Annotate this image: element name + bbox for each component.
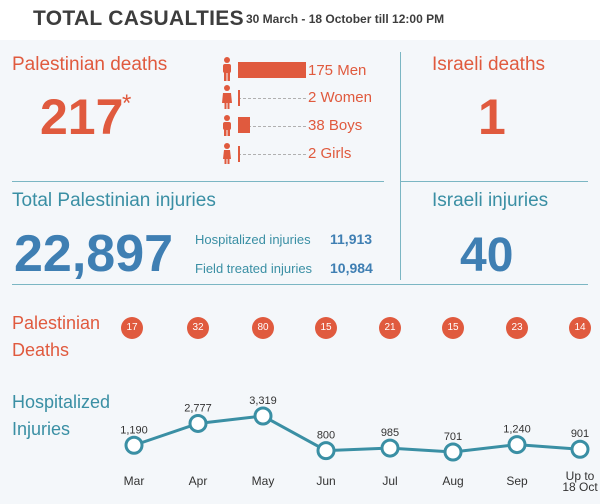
death-count-circle: 17 [121, 317, 143, 339]
women-bar [238, 90, 240, 106]
data-point [443, 442, 463, 462]
horizontal-divider [400, 181, 588, 182]
israeli-injuries-value: 40 [460, 229, 514, 282]
death-count-circle: 15 [442, 317, 464, 339]
injuries-row-label-line1: Hospitalized [12, 392, 111, 412]
asterisk: * [122, 90, 132, 117]
death-count-circle: 80 [252, 317, 274, 339]
israeli-deaths-value: 1 [478, 89, 506, 145]
data-label: 985 [381, 427, 399, 439]
boys-label: 38 Boys [308, 117, 363, 134]
men-bar [238, 62, 306, 78]
injuries-row-label: Hospitalized Injuries [12, 389, 110, 443]
palestinian-injuries-label: Total Palestinian injuries [12, 190, 216, 211]
data-label: 1,190 [120, 424, 148, 436]
page-title: TOTAL CASUALTIES [33, 7, 244, 30]
woman-icon [220, 85, 234, 109]
boy-icon [220, 113, 234, 137]
deaths-row-label: Palestinian Deaths [12, 310, 100, 364]
x-tick-label: Up to 18 Oct [562, 469, 598, 494]
data-label: 701 [444, 431, 462, 443]
women-bar-track [238, 98, 306, 100]
men-label: 175 Men [308, 62, 367, 79]
data-point [570, 439, 590, 459]
palestinian-injuries-value: 22,897 [14, 225, 174, 283]
data-point [380, 438, 400, 458]
x-tick-label: Jul [382, 474, 397, 488]
header-bar [0, 0, 600, 40]
hospitalized-injuries-value: 11,913 [330, 231, 373, 247]
death-count-circle: 21 [379, 317, 401, 339]
girl-icon [220, 141, 234, 165]
x-tick-label: Aug [442, 474, 463, 488]
data-point [316, 441, 336, 461]
girls-bar [238, 146, 240, 162]
horizontal-divider [12, 181, 384, 182]
x-tick-label: Sep [506, 474, 528, 488]
girls-bar-track [238, 154, 306, 156]
data-label: 2,777 [184, 402, 212, 414]
death-count-circle: 23 [506, 317, 528, 339]
hospitalized-injuries-line-chart: 1,190 2,777 3,319 800 985 701 1,240 901 Mar Apr Ma… [120, 395, 598, 494]
data-point [253, 406, 273, 426]
hospitalized-injuries-label: Hospitalized injuries [195, 232, 311, 247]
x-tick-label: Jun [316, 474, 335, 488]
data-point [124, 435, 144, 455]
series-line [133, 414, 581, 454]
boys-bar [238, 117, 250, 133]
israeli-deaths-label: Israeli deaths [432, 54, 546, 75]
x-tick-label: May [252, 474, 275, 488]
field-treated-injuries-value: 10,984 [330, 260, 373, 276]
data-label: 1,240 [503, 424, 531, 436]
women-label: 2 Women [308, 89, 372, 106]
data-point [507, 435, 527, 455]
data-point [188, 413, 208, 433]
deaths-row-label-line2: Deaths [12, 340, 70, 360]
palestinian-deaths-value: 217 [40, 89, 124, 145]
data-label: 901 [571, 428, 589, 440]
data-label: 800 [317, 430, 335, 442]
x-tick-label: Apr [189, 474, 208, 488]
data-label: 3,319 [249, 395, 277, 407]
deaths-row-label-line1: Palestinian [12, 313, 101, 333]
injuries-row-label-line2: Injuries [12, 419, 71, 439]
x-tick-label: Mar [124, 474, 145, 488]
vertical-divider [400, 52, 401, 280]
death-count-circle: 15 [315, 317, 337, 339]
field-treated-injuries-label: Field treated injuries [195, 261, 313, 276]
date-range: 30 March - 18 October till 12:00 PM [246, 12, 445, 26]
death-count-circle: 32 [187, 317, 209, 339]
death-count-circle: 14 [569, 317, 591, 339]
palestinian-deaths-label: Palestinian deaths [12, 54, 168, 75]
boys-bar-track [238, 126, 306, 128]
israeli-injuries-label: Israeli injuries [432, 190, 549, 211]
man-icon [220, 57, 234, 81]
horizontal-divider [12, 284, 588, 285]
girls-label: 2 Girls [308, 145, 352, 162]
